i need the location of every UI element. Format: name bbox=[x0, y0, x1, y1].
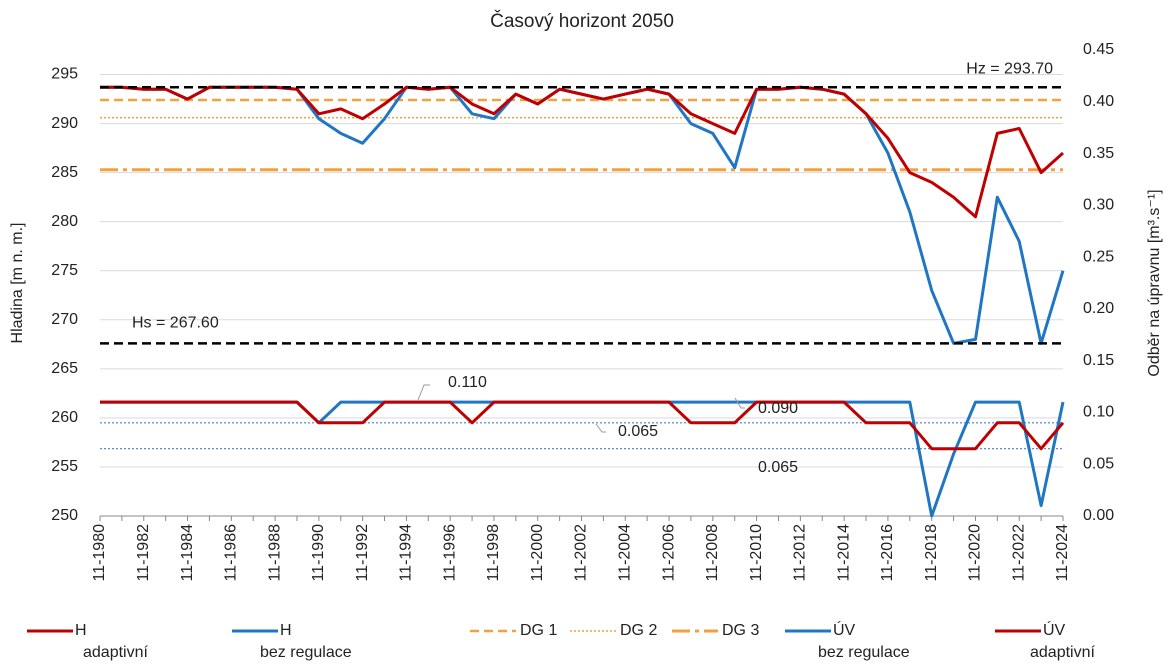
x-tick-label: 11-2008 bbox=[704, 524, 721, 582]
y-tick-label: 265 bbox=[51, 360, 78, 377]
legend-label: DG 2 bbox=[620, 622, 658, 639]
series-line bbox=[100, 400, 1065, 518]
y2-tick-label: 0.10 bbox=[1083, 404, 1114, 421]
series-line bbox=[100, 85, 1065, 345]
x-tick-label: 11-2004 bbox=[616, 524, 633, 582]
y-tick-label: 285 bbox=[51, 164, 78, 181]
legend-label: H adaptivní bbox=[75, 622, 148, 661]
y-tick-label: 270 bbox=[51, 311, 78, 328]
y2-tick-label: 0.35 bbox=[1083, 145, 1114, 162]
y-tick-label: 280 bbox=[51, 213, 78, 230]
annotation-leader bbox=[734, 397, 745, 409]
annotation: 0.065 bbox=[758, 459, 798, 476]
x-tick-label: 11-1980 bbox=[91, 524, 108, 582]
x-tick-label: 11-2018 bbox=[923, 524, 940, 582]
x-tick-label: 11-1990 bbox=[310, 524, 327, 582]
x-tick-label: 11-2014 bbox=[835, 524, 852, 582]
legend-label: H bez regulace bbox=[260, 622, 352, 661]
x-tick-label: 11-1984 bbox=[179, 524, 196, 582]
legend-label: ÚV bez regulace bbox=[818, 622, 910, 661]
x-tick-label: 11-2002 bbox=[573, 524, 590, 582]
y-axis-label: Hladina [m n. m.] bbox=[9, 223, 26, 344]
x-tick-label: 11-2000 bbox=[529, 524, 546, 582]
x-tick-label: 11-2010 bbox=[748, 524, 765, 582]
legend-label: ÚV adaptivní bbox=[1030, 622, 1095, 661]
limit-label: Hz = 293.70 bbox=[966, 60, 1053, 77]
x-tick-label: 11-1982 bbox=[135, 524, 152, 582]
y2-tick-label: 0.45 bbox=[1083, 41, 1114, 58]
legend-label: DG 3 bbox=[722, 622, 760, 639]
y2-tick-label: 0.20 bbox=[1083, 300, 1114, 317]
limit-label: Hs = 267.60 bbox=[132, 315, 219, 332]
x-tick-label: 11-2022 bbox=[1010, 524, 1027, 582]
annotation-leader bbox=[595, 423, 606, 433]
y2-tick-label: 0.05 bbox=[1083, 455, 1114, 472]
y-tick-label: 275 bbox=[51, 262, 78, 279]
x-tick-label: 11-2024 bbox=[1054, 524, 1071, 582]
y2-tick-label: 0.00 bbox=[1083, 507, 1114, 524]
chart-title: Časový horizont 2050 bbox=[490, 10, 674, 32]
x-tick-label: 11-1994 bbox=[398, 524, 415, 582]
x-tick-label: 11-1992 bbox=[354, 524, 371, 582]
x-tick-label: 11-2020 bbox=[967, 524, 984, 582]
annotation: 0.065 bbox=[618, 423, 658, 440]
y2-tick-label: 0.15 bbox=[1083, 352, 1114, 369]
y-tick-label: 295 bbox=[51, 66, 78, 83]
x-tick-label: 11-1998 bbox=[485, 524, 502, 582]
x-tick-label: 11-1988 bbox=[266, 524, 283, 582]
annotation: 0.110 bbox=[448, 374, 487, 391]
x-tick-label: 11-1986 bbox=[223, 524, 240, 582]
y2-tick-label: 0.40 bbox=[1083, 93, 1114, 110]
x-tick-label: 11-2016 bbox=[879, 524, 896, 582]
legend-label: DG 1 bbox=[520, 622, 558, 639]
y-tick-label: 290 bbox=[51, 115, 78, 132]
y-tick-label: 255 bbox=[51, 458, 78, 475]
x-tick-label: 11-2012 bbox=[792, 524, 809, 582]
series-line bbox=[100, 400, 1065, 451]
y-tick-label: 260 bbox=[51, 409, 78, 426]
annotation: 0.090 bbox=[758, 400, 798, 417]
annotation-leader bbox=[417, 384, 430, 401]
y2-tick-label: 0.25 bbox=[1083, 248, 1114, 265]
y-tick-label: 250 bbox=[51, 507, 78, 524]
x-tick-label: 11-2006 bbox=[660, 524, 677, 582]
x-tick-label: 11-1996 bbox=[441, 524, 458, 582]
series-line bbox=[100, 85, 1065, 219]
y2-axis-label: Odběr na úpravnu [m³.s⁻¹] bbox=[1146, 189, 1163, 376]
y2-tick-label: 0.30 bbox=[1083, 197, 1114, 214]
